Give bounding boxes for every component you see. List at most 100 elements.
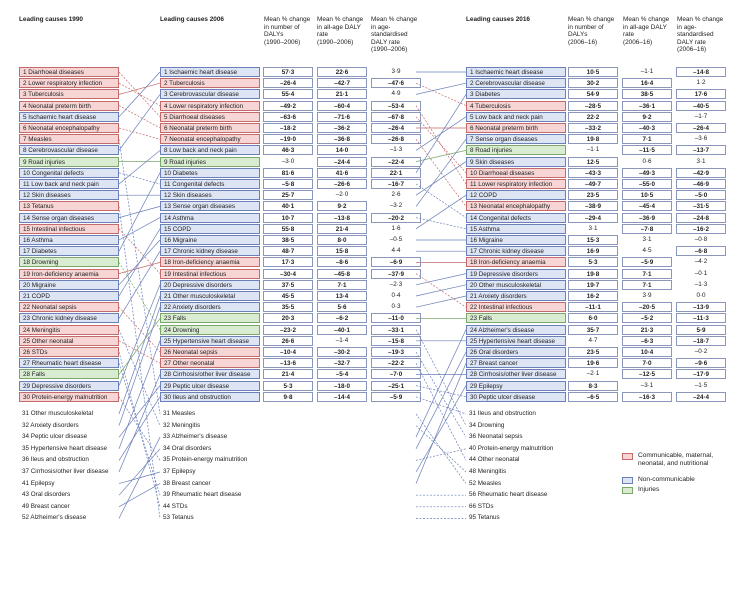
rank-2016-below-item: 40 Protein-energy malnutrition (469, 444, 554, 452)
rank-2006-below-item: 38 Breast cancer (163, 479, 211, 487)
rank-2006-below-item: 31 Measles (163, 410, 196, 417)
value-2006-m2: –30·2 (317, 347, 367, 357)
rank-2006-item: 29 Peptic ulcer disease (160, 380, 260, 391)
value-2006-m1: 10·7 (263, 212, 313, 223)
rank-2006-item: 24 Drowning (160, 324, 260, 335)
value-2006-m2: 41·6 (317, 167, 367, 178)
value-2016-m2: 4·5 (642, 247, 652, 255)
rank-2016-item: 26 Oral disorders (466, 347, 566, 357)
rank-1990-item: 25 Other neonatal (19, 335, 119, 346)
rank-2016-item: 11 Lower respiratory infection (466, 179, 566, 189)
value-2006-m2: –40·1 (317, 324, 367, 335)
rank-link-line (118, 105, 161, 129)
value-2016-m3: –13·9 (676, 302, 726, 313)
value-2006-m1: –26·4 (263, 78, 313, 89)
value-2016-m2: –16·3 (622, 391, 672, 402)
value-2006-m1: –13·6 (263, 358, 313, 369)
value-2016-m1: –43·3 (568, 167, 618, 178)
rank-2006-below-item: 33 Alzheimer's disease (163, 433, 228, 441)
rank-1990-item: 20 Migraine (19, 279, 119, 290)
rank-link-line (415, 105, 467, 185)
value-2016-m3: –46·9 (676, 179, 726, 189)
value-2006-m1: 37·5 (263, 279, 313, 290)
rank-2006-item: 14 Asthma (160, 212, 260, 223)
rank-1990-item: 11 Low back and neck pain (19, 179, 119, 189)
rank-2006-below-item: 34 Oral disorders (163, 444, 212, 452)
rank-link-line (118, 217, 161, 241)
rank-2016-item: 3 Diabetes (466, 89, 566, 100)
value-2006-m2: 9·2 (317, 201, 367, 212)
value-2016-m1: 16·9 (568, 246, 618, 257)
rank-2006-item: 17 Chronic kidney disease (160, 246, 260, 257)
rank-link-line (118, 150, 161, 185)
value-2006-m2: –13·8 (317, 212, 367, 223)
rank-2016-item: 1 Ischaemic heart disease (466, 67, 566, 77)
value-2016-m1: –49·7 (568, 179, 618, 189)
rank-2006-item: 21 Other musculoskeletal (160, 291, 260, 301)
value-2016-m2: –5·9 (622, 257, 672, 268)
value-2006-m3: –22·2 (371, 358, 421, 369)
value-2006-m2: –24·4 (317, 156, 367, 167)
value-2016-m3: –17·9 (676, 369, 726, 380)
rank-link-line (118, 251, 161, 319)
value-2016-m2: –45·4 (622, 201, 672, 212)
value-2006-m2: 22·6 (317, 67, 367, 77)
rank-link-line (118, 483, 161, 508)
rank-link-line (415, 351, 467, 438)
header-m3: Mean % change in age- standardised DALY … (371, 16, 418, 54)
value-2006-m2: –5·4 (317, 369, 367, 380)
value-2006-m2: 14·0 (317, 145, 367, 156)
value-2006-m3: –67·8 (371, 111, 421, 122)
rank-2016-item: 12 COPD (466, 190, 566, 201)
value-2006-m1: 57·3 (263, 67, 313, 77)
value-2016-m2: –55·0 (622, 179, 672, 189)
value-2016-m2: –6·3 (622, 335, 672, 346)
rank-link-line (415, 94, 467, 173)
rank-link-line (415, 329, 467, 426)
rank-1990-item: 3 Tuberculosis (19, 89, 119, 100)
value-2016-m2: 3·9 (642, 292, 652, 299)
value-2006-m3: –15·8 (371, 335, 421, 346)
value-2006-m1: 20·3 (263, 313, 313, 324)
rank-link-line (118, 71, 161, 118)
value-2016-m3: –40·5 (676, 100, 726, 111)
value-2006-m1: –63·6 (263, 111, 313, 122)
rank-2006-item: 11 Congenital defects (160, 179, 260, 189)
rank-link-line (415, 183, 467, 218)
value-2016-m3: –1·3 (694, 280, 708, 288)
rank-2016-below-item: 56 Rheumatic heart disease (469, 491, 548, 499)
rank-1990-item: 27 Rheumatic heart disease (19, 358, 119, 369)
rank-link-line (118, 396, 161, 461)
value-2006-m2: –6·2 (317, 313, 367, 324)
value-2016-m2: –5·2 (622, 313, 672, 324)
legend-swatch (622, 453, 633, 460)
value-2006-m3: –6·9 (371, 257, 421, 268)
rank-1990-below-item: 43 Oral disorders (22, 491, 71, 499)
rank-link-line (118, 306, 161, 353)
value-2006-m1: 45·5 (263, 291, 313, 301)
rank-1990-item: 1 Diarrhoeal diseases (19, 67, 119, 77)
value-2006-m2: 13·4 (317, 291, 367, 301)
rank-link-line (118, 262, 161, 274)
rank-1990-item: 24 Meningitis (19, 324, 119, 335)
header-m2: Mean % change in all-age DALY rate (1990… (317, 16, 364, 46)
value-2016-m3: –0·2 (694, 348, 708, 355)
value-2006-m2: –18·0 (317, 380, 367, 391)
rank-1990-below-item: 32 Anxiety disorders (22, 421, 79, 429)
value-2006-m3: 2·6 (391, 191, 401, 199)
rank-link-line (118, 228, 161, 274)
rank-2016-below-item: 52 Measles (469, 479, 502, 487)
value-2016-m3: –5·0 (676, 190, 726, 201)
value-2006-m2: –36·2 (317, 123, 367, 133)
rank-2006-below-item: 37 Epilepsy (163, 468, 196, 475)
value-2016-m3: –9·6 (676, 358, 726, 369)
rank-2016-item: 23 Falls (466, 313, 566, 324)
rank-1990-item: 28 Falls (19, 369, 119, 380)
value-2016-m2: –49·3 (622, 167, 672, 178)
value-2016-m2: –40·3 (622, 123, 672, 133)
rank-2016-item: 18 Iron-deficiency anaemia (466, 257, 566, 268)
rank-link-line (415, 385, 467, 398)
rank-2016-item: 27 Breast cancer (466, 358, 566, 369)
rank-link-line (118, 284, 161, 386)
